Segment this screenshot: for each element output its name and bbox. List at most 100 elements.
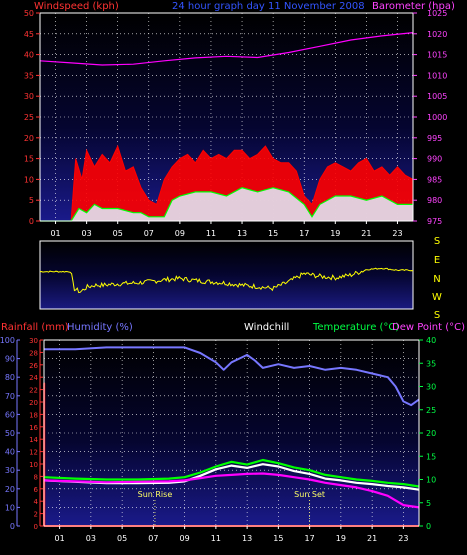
rain-tick-label: 0	[34, 523, 38, 531]
legend-rainfall: Rainfall (mm)	[1, 322, 69, 333]
rain-tick-label: 28	[29, 349, 38, 357]
wind-tick-label: 30	[24, 92, 34, 101]
legend-dewpoint: Dew Point (°C)	[392, 322, 465, 333]
wind-x-tick-label: 17	[299, 229, 309, 238]
rain-tick-label: 8	[34, 473, 38, 481]
temperature-tick-label: 30	[426, 383, 436, 392]
rain-tick-label: 24	[29, 374, 38, 382]
gust-area	[40, 144, 414, 222]
wind-speed-line	[40, 187, 413, 222]
humidity-tick-label: 30	[5, 466, 15, 475]
wind-x-tick-label: 15	[268, 229, 278, 238]
climate-x-tick-label: 23	[398, 534, 408, 543]
climate-x-tick-label: 19	[336, 534, 346, 543]
barometer-line	[39, 32, 414, 66]
wind-tick-label: 15	[24, 155, 34, 164]
temperature-tick-label: 35	[426, 359, 436, 368]
humidity-tick-label: 80	[5, 373, 15, 382]
rain-tick-label: 20	[29, 399, 38, 407]
wind-direction-line	[39, 267, 414, 294]
sun-marker-label: Sun Set	[294, 490, 325, 499]
climate-x-ticks: 01 03 05 07 09 11 13 15 17 19 21 23	[55, 526, 408, 543]
wind-area	[40, 187, 413, 221]
barometer-tick-label: 990	[427, 155, 442, 164]
legend-temperature: Temperature (°C)	[312, 322, 399, 333]
wind-y-ticks: 0 5 10 15 20 25 30 35 40 45 50	[24, 9, 40, 226]
rain-tick-label: 16	[29, 424, 38, 432]
climate-grid	[44, 340, 419, 526]
barometer-axis-title: Barometer (hpa)	[372, 1, 455, 12]
compass-label: N	[433, 274, 440, 285]
barometer-tick-label: 1010	[427, 71, 447, 80]
humidity-tick-label: 100	[0, 336, 15, 345]
compass-label: S	[434, 236, 440, 247]
rain-tick-label: 2	[34, 511, 38, 519]
wind-x-tick-label: 11	[206, 229, 216, 238]
wind-tick-label: 35	[24, 71, 34, 80]
humidity-tick-label: 0	[10, 522, 15, 531]
barometer-tick-label: 995	[427, 134, 442, 143]
direction-series	[39, 267, 414, 294]
temperature-tick-label: 10	[426, 476, 436, 485]
rain-tick-label: 30	[29, 337, 38, 345]
barometer-y-ticks: 975 980 985 990 995 1000 1005 1010 1015 1020 1025	[413, 9, 447, 226]
barometer-tick-label: 985	[427, 175, 442, 184]
wind-x-tick-label: 03	[82, 229, 92, 238]
barometer-tick-label: 1005	[427, 92, 447, 101]
wind-tick-label: 40	[24, 51, 34, 60]
barometer-tick-label: 975	[427, 217, 442, 226]
temperature-tick-label: 0	[426, 522, 431, 531]
wind-grid	[40, 13, 413, 221]
rain-tick-label: 12	[29, 449, 38, 457]
humidity-y-ticks: 0 10 20 30 40 50 60 70 80 90 100	[0, 336, 20, 531]
wind-tick-label: 25	[24, 113, 34, 122]
rain-tick-label: 4	[34, 498, 39, 506]
barometer-tick-label: 1020	[427, 30, 447, 39]
wind-x-tick-label: 05	[113, 229, 123, 238]
dewpoint-line	[43, 472, 420, 509]
wind-axis-title: Windspeed (kph)	[34, 1, 119, 12]
legend-humidity: Humidity (%)	[67, 322, 133, 333]
wind-tick-label: 5	[29, 196, 34, 205]
temperature-y-ticks: 0 5 10 15 20 25 30 35 40	[419, 336, 436, 531]
climate-x-tick-label: 15	[273, 534, 283, 543]
wind-x-tick-label: 13	[237, 229, 247, 238]
wind-tick-label: 45	[24, 30, 34, 39]
wind-x-tick-label: 07	[144, 229, 154, 238]
temperature-tick-label: 5	[426, 499, 431, 508]
lower-legend: Rainfall (mm) Humidity (%) Windchill Tem…	[1, 322, 465, 333]
climate-x-tick-label: 01	[55, 534, 65, 543]
barometer-tick-label: 1025	[427, 9, 447, 18]
wind-x-ticks: 01 03 05 07 09 11 13 15 17 19 21 23	[50, 221, 403, 238]
wind-x-tick-label: 19	[330, 229, 340, 238]
barometer-tick-label: 1015	[427, 51, 447, 60]
wind-x-tick-label: 23	[392, 229, 402, 238]
humidity-tick-label: 90	[5, 355, 15, 364]
wind-tick-label: 10	[24, 175, 34, 184]
wind-x-tick-label: 21	[361, 229, 371, 238]
wind-x-tick-label: 01	[50, 229, 60, 238]
legend-windchill: Windchill	[244, 322, 289, 333]
temperature-tick-label: 20	[426, 429, 436, 438]
wind-series	[39, 32, 414, 222]
compass-label: W	[432, 292, 442, 303]
rain-tick-label: 22	[29, 387, 38, 395]
wind-tick-label: 0	[29, 217, 34, 226]
humidity-tick-label: 60	[5, 410, 15, 419]
compass-label: E	[434, 255, 440, 266]
humidity-line	[44, 346, 420, 407]
climate-x-tick-label: 11	[211, 534, 221, 543]
wind-tick-label: 20	[24, 134, 34, 143]
temperature-line	[43, 458, 420, 488]
sun-marker-label: Sun Rise	[138, 490, 173, 499]
rain-tick-label: 18	[29, 411, 38, 419]
wind-x-tick-label: 09	[175, 229, 185, 238]
humidity-tick-label: 40	[5, 448, 15, 457]
windchill-line	[43, 463, 420, 491]
climate-x-tick-label: 05	[117, 534, 127, 543]
rain-tick-label: 10	[29, 461, 38, 469]
rain-tick-label: 6	[34, 486, 39, 494]
